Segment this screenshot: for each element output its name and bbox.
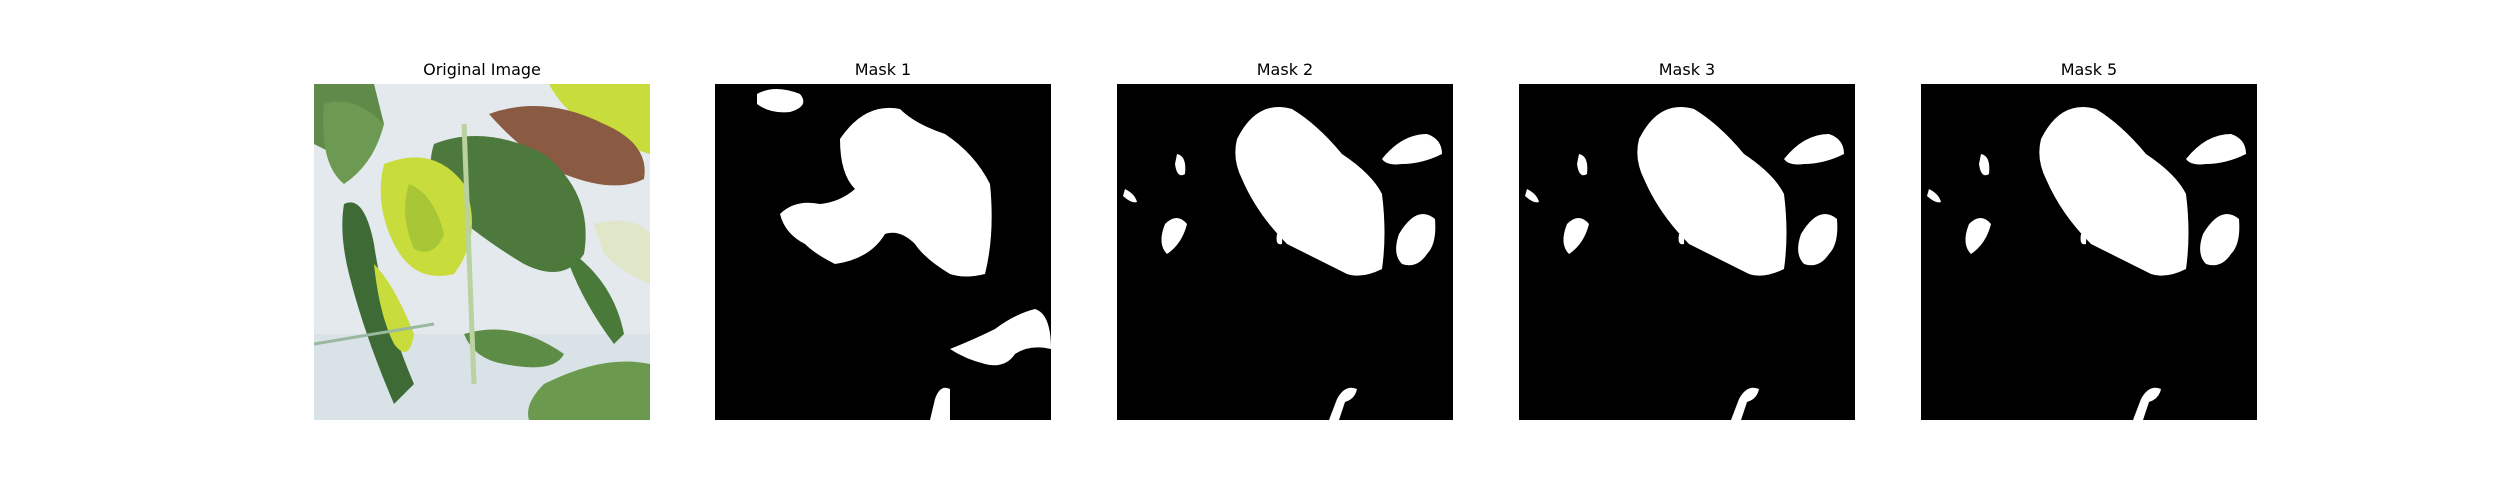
segmentation-mask-5 <box>1921 84 2257 420</box>
segmentation-mask-2 <box>1117 84 1453 420</box>
segmentation-mask-1 <box>715 84 1051 420</box>
panel-title: Mask 2 <box>1256 60 1314 79</box>
panel-title: Mask 1 <box>854 60 912 79</box>
panel-title: Mask 3 <box>1658 60 1716 79</box>
panel-title: Mask 5 <box>2060 60 2118 79</box>
segmentation-mask-3 <box>1519 84 1855 420</box>
panel-title: Original Image <box>423 60 541 79</box>
original-plant-photo <box>314 84 650 420</box>
